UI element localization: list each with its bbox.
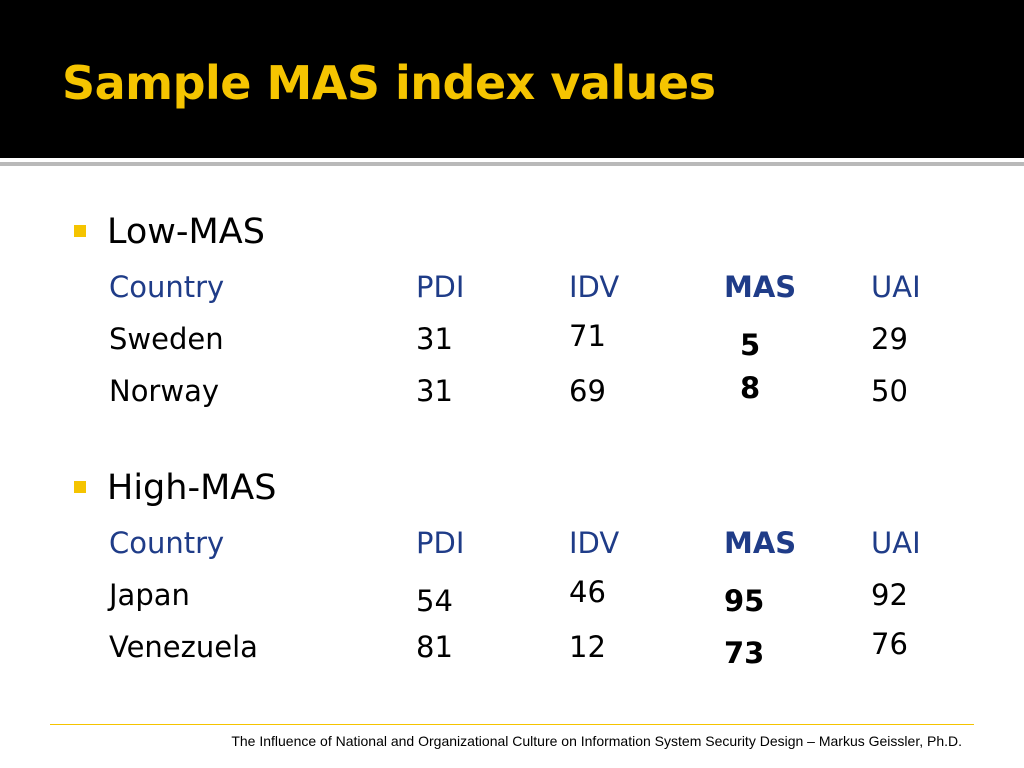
table-header-row: Country PDI IDV MAS UAI <box>0 526 1024 566</box>
uai-cell: 29 <box>871 322 908 356</box>
title-divider <box>0 162 1024 166</box>
table-row: Japan 54 46 95 92 <box>0 575 1024 618</box>
table-header-row: Country PDI IDV MAS UAI <box>0 270 1024 310</box>
idv-cell: 71 <box>569 319 606 353</box>
column-header-pdi: PDI <box>416 526 465 560</box>
idv-cell: 12 <box>569 630 606 664</box>
uai-cell: 92 <box>871 578 908 612</box>
table-row: Norway 31 69 8 50 <box>0 371 1024 414</box>
title-bar <box>0 0 1024 158</box>
uai-cell: 76 <box>871 627 908 661</box>
column-header-uai: UAI <box>871 526 921 560</box>
country-cell: Venezuela <box>109 630 258 664</box>
column-header-pdi: PDI <box>416 270 465 304</box>
idv-cell: 46 <box>569 575 606 609</box>
country-cell: Norway <box>109 374 220 408</box>
pdi-cell: 81 <box>416 630 453 664</box>
pdi-cell: 54 <box>416 584 453 618</box>
column-header-idv: IDV <box>569 526 620 560</box>
mas-cell: 5 <box>740 328 761 362</box>
table-row: Venezuela 81 12 73 76 <box>0 627 1024 670</box>
column-header-idv: IDV <box>569 270 620 304</box>
mas-cell: 8 <box>740 371 761 405</box>
slide-footer: The Influence of National and Organizati… <box>231 733 962 749</box>
country-cell: Japan <box>109 578 190 612</box>
pdi-cell: 31 <box>416 322 453 356</box>
table-row: Sweden 31 71 5 29 <box>0 319 1024 362</box>
column-header-country: Country <box>109 270 225 304</box>
column-header-mas: MAS <box>724 526 797 560</box>
mas-cell: 95 <box>724 584 765 618</box>
slide-title: Sample MAS index values <box>62 56 716 110</box>
column-header-country: Country <box>109 526 225 560</box>
square-bullet-icon <box>74 481 86 493</box>
column-header-uai: UAI <box>871 270 921 304</box>
country-cell: Sweden <box>109 322 224 356</box>
pdi-cell: 31 <box>416 374 453 408</box>
column-header-mas: MAS <box>724 270 797 304</box>
section-heading: Low-MAS <box>107 212 265 252</box>
idv-cell: 69 <box>569 374 606 408</box>
uai-cell: 50 <box>871 374 908 408</box>
section-heading: High-MAS <box>107 468 277 508</box>
mas-cell: 73 <box>724 636 765 670</box>
footer-divider <box>50 724 974 725</box>
square-bullet-icon <box>74 225 86 237</box>
